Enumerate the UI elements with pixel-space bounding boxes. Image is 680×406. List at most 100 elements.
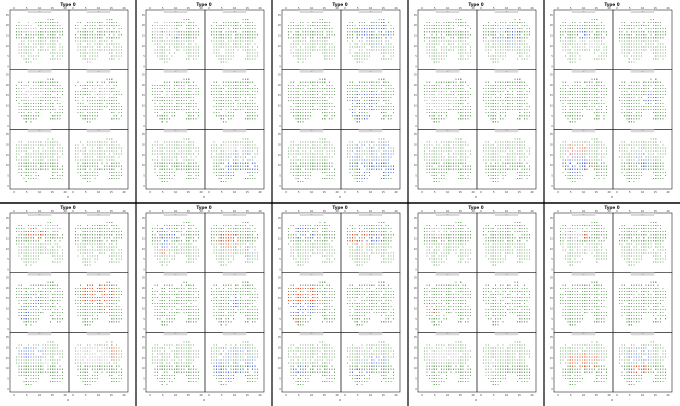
data-point	[331, 115, 333, 117]
data-point	[237, 93, 239, 95]
data-point	[378, 43, 380, 45]
data-point	[514, 138, 516, 140]
data-point	[156, 25, 158, 27]
data-point	[321, 156, 323, 158]
data-point	[57, 177, 59, 179]
data-point	[385, 144, 387, 146]
data-point	[106, 31, 108, 33]
data-point	[309, 162, 311, 164]
data-point	[154, 87, 156, 89]
data-point	[316, 25, 319, 27]
data-point	[426, 37, 428, 39]
data-point	[75, 40, 77, 42]
data-point	[375, 165, 378, 167]
data-point	[23, 147, 25, 149]
x-tick-label-bottom: 15	[246, 191, 250, 194]
data-point	[519, 37, 521, 39]
data-point	[118, 46, 120, 48]
data-point	[254, 96, 256, 99]
data-point	[96, 147, 98, 149]
facet-1: —	[340, 9, 401, 71]
data-point	[118, 112, 120, 114]
data-point	[87, 90, 89, 92]
data-point	[349, 168, 351, 170]
y-tick-label: 0	[415, 125, 417, 128]
data-point	[443, 96, 445, 99]
data-point	[304, 147, 307, 149]
data-point	[156, 109, 158, 111]
x-tick-label-bottom: 5	[434, 191, 436, 194]
data-point	[16, 99, 18, 102]
data-point	[111, 118, 113, 120]
data-point	[356, 171, 358, 173]
data-point	[193, 118, 195, 120]
data-point	[215, 81, 217, 83]
data-point	[96, 165, 98, 167]
data-point	[300, 180, 302, 182]
data-point	[54, 162, 56, 164]
data-point	[42, 37, 44, 39]
data-point	[190, 150, 192, 152]
x-tick-label-bottom: 20	[199, 191, 203, 194]
data-point	[94, 102, 96, 105]
data-point	[521, 52, 523, 54]
x-tick-label-top: 10	[446, 7, 450, 10]
data-point	[223, 46, 225, 48]
data-point	[297, 177, 299, 179]
data-point	[440, 106, 443, 108]
data-point	[436, 162, 438, 164]
data-point	[106, 25, 108, 27]
data-point	[321, 25, 323, 27]
data-point	[514, 84, 516, 86]
data-point	[347, 150, 349, 152]
data-point	[108, 96, 110, 99]
data-point	[431, 43, 433, 45]
data-point	[168, 147, 171, 149]
data-point	[519, 93, 521, 95]
data-point	[180, 150, 183, 152]
data-point	[197, 52, 199, 54]
data-point	[385, 34, 387, 36]
data-point	[183, 78, 185, 80]
data-point	[52, 90, 54, 92]
data-point	[18, 106, 20, 108]
data-point	[82, 115, 84, 117]
data-point	[223, 156, 225, 158]
data-point	[460, 99, 462, 102]
data-point	[35, 156, 37, 158]
data-point	[467, 43, 469, 45]
data-point	[156, 34, 158, 36]
y-tick-label: 5	[143, 175, 145, 178]
data-point	[450, 159, 452, 161]
y-tick-label: 15	[278, 94, 281, 97]
data-point	[388, 141, 390, 143]
data-point	[91, 55, 94, 57]
data-point	[373, 90, 375, 92]
data-point	[89, 162, 91, 164]
data-point	[89, 37, 91, 39]
data-point	[302, 162, 304, 164]
data-point	[297, 28, 299, 30]
data-point	[91, 141, 94, 143]
data-point	[521, 96, 523, 99]
data-point	[443, 99, 445, 102]
data-point	[79, 90, 81, 92]
data-point	[363, 28, 366, 30]
data-point	[79, 141, 81, 143]
data-point	[354, 46, 356, 48]
data-point	[455, 156, 457, 158]
data-point	[433, 40, 435, 42]
data-point	[324, 165, 326, 167]
data-point	[445, 22, 447, 24]
data-point	[96, 93, 98, 95]
data-point	[164, 22, 166, 24]
data-point	[242, 37, 244, 39]
y-tick-label: 10	[6, 45, 9, 48]
data-point	[321, 165, 323, 167]
data-point	[297, 171, 299, 173]
data-point	[309, 81, 311, 83]
data-point	[431, 58, 433, 60]
data-point	[59, 52, 61, 54]
data-point	[440, 153, 443, 155]
data-point	[89, 96, 91, 99]
